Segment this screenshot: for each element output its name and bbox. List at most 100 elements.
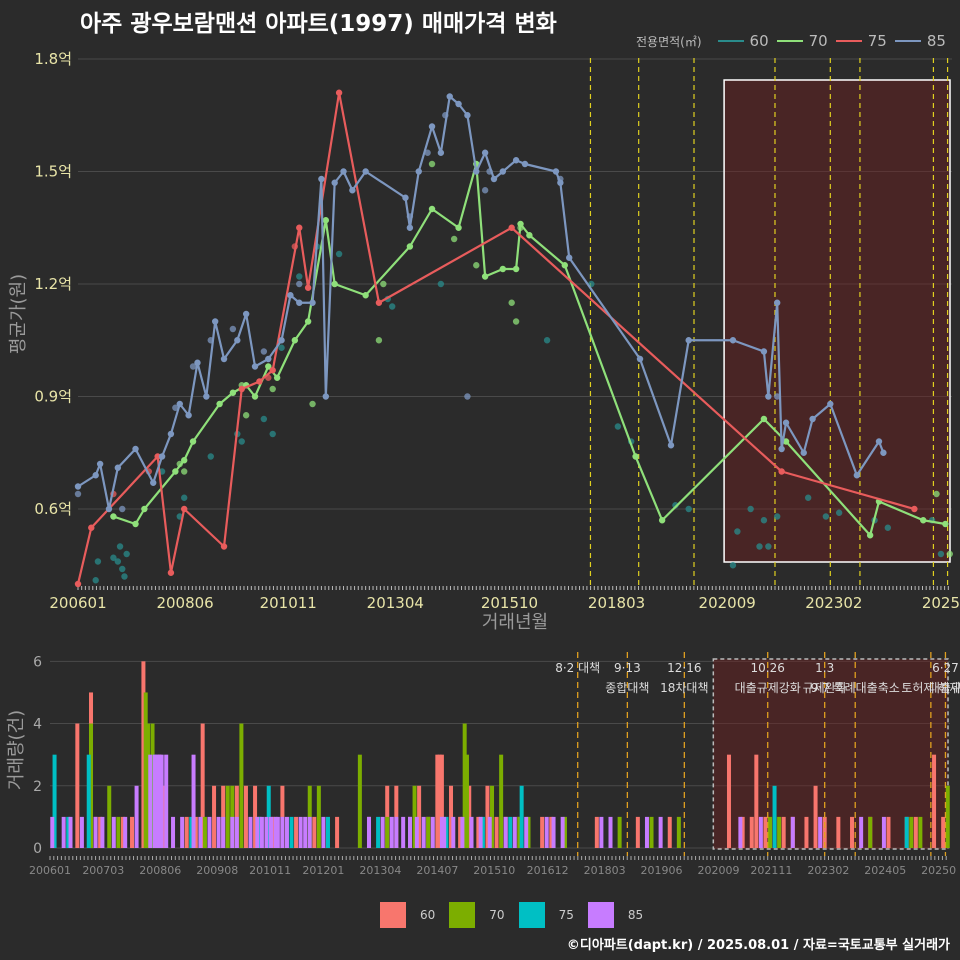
legend-swatch-70 [776, 40, 803, 42]
data-point-60 [238, 438, 245, 445]
line-point-85 [278, 337, 285, 344]
data-point-60 [937, 550, 945, 558]
line-point-85 [778, 445, 785, 453]
bar-85 [451, 816, 456, 848]
bar-y-tick-label: 0 [33, 841, 42, 857]
data-point-60 [123, 550, 130, 558]
x-tick-label: 200806 [156, 594, 213, 612]
y-tick-label: 1.5억 [34, 163, 72, 181]
bar-85 [93, 816, 98, 848]
line-point-70 [526, 232, 533, 239]
data-point-60 [388, 303, 396, 310]
line-point-85 [349, 187, 356, 194]
bar-85 [111, 816, 116, 848]
line-point-70 [512, 265, 520, 273]
bar-85 [394, 816, 399, 848]
bar-70 [357, 754, 362, 848]
line-point-85 [566, 254, 573, 261]
line-point-70 [110, 513, 117, 520]
bar-85 [408, 816, 412, 848]
bar-85 [207, 816, 212, 848]
legend-label-70: 70 [808, 32, 828, 50]
line-point-85 [760, 348, 768, 355]
bar-70 [462, 723, 467, 848]
bar-60 [243, 785, 248, 848]
bar-85 [421, 816, 426, 848]
bar-85 [380, 816, 385, 848]
bar-85 [430, 816, 435, 848]
bar-85 [366, 816, 371, 848]
bar-x-tick-label: 202405 [864, 864, 906, 877]
data-point-60 [774, 513, 781, 520]
bar-85 [469, 816, 474, 848]
bar-70 [143, 692, 148, 848]
bar-x-tick-label: 202009 [698, 864, 740, 877]
bar-60 [667, 816, 672, 848]
bar-60 [449, 785, 454, 848]
bar-x-tick-label: 202302 [807, 864, 849, 877]
line-point-70 [942, 520, 949, 528]
bar-70 [412, 785, 417, 848]
bar-75 [444, 816, 449, 848]
data-point-85 [424, 149, 431, 156]
bar-y-tick-label: 4 [33, 717, 42, 733]
legend-key-60: 60 [717, 32, 769, 50]
line-point-75 [256, 378, 263, 385]
line-point-85 [150, 479, 157, 486]
bar-60 [754, 754, 759, 848]
bar-legend-swatch-75 [518, 902, 545, 928]
bar-75 [266, 785, 271, 848]
data-point-60 [278, 344, 285, 351]
line-point-70 [866, 532, 874, 539]
bar-85 [264, 816, 269, 848]
x-axis-title: 거래년월 [482, 612, 548, 633]
line-point-85 [318, 175, 325, 183]
data-point-60 [804, 494, 812, 501]
bar-85 [155, 754, 160, 848]
data-point-70 [380, 280, 387, 288]
line-point-85 [499, 168, 507, 175]
x-tick-label: 201510 [481, 594, 538, 612]
bar-60 [726, 754, 731, 848]
bar-legend-key-60: 60 [380, 902, 435, 928]
data-point-60 [747, 505, 754, 513]
bar-70 [526, 816, 531, 848]
bar-85 [551, 816, 556, 848]
line-point-85 [809, 415, 816, 423]
bar-85 [512, 816, 517, 848]
y-axis-title: 평균가(원) [8, 274, 29, 354]
bar-legend-key-75: 75 [518, 902, 574, 928]
policy-label-sub: 대출규 [929, 681, 960, 695]
data-point-60 [260, 415, 268, 423]
bar-x-tick-label: 200908 [196, 864, 238, 877]
x-tick-label: 201011 [260, 594, 317, 612]
legend-label-85: 85 [926, 32, 946, 50]
bar-75 [904, 816, 909, 848]
line-point-85 [296, 299, 303, 306]
line-point-75 [181, 505, 188, 513]
data-point-60 [116, 543, 124, 550]
line-point-85 [464, 112, 471, 119]
line-point-85 [765, 393, 772, 400]
line-point-85 [446, 93, 453, 100]
bottom-legend: 60 70 75 85 [380, 902, 657, 928]
bar-85 [478, 816, 483, 848]
line-point-85 [322, 393, 330, 400]
bar-85 [738, 816, 743, 848]
line-point-85 [287, 292, 294, 299]
data-point-60 [685, 505, 692, 513]
bar-85 [275, 816, 280, 848]
line-point-85 [402, 194, 409, 201]
bar-60 [781, 816, 786, 848]
bar-legend-label-75: 75 [558, 908, 574, 922]
bar-60 [417, 785, 422, 848]
bar-85 [191, 754, 196, 848]
line-point-85 [437, 149, 445, 156]
bar-60 [941, 816, 946, 848]
bar-85 [608, 816, 613, 848]
bar-70 [517, 816, 522, 848]
bar-y-axis-title: 거래량(건) [6, 710, 27, 790]
bar-x-tick-label: 201304 [359, 864, 401, 877]
bar-75 [189, 816, 194, 848]
bar-60 [435, 754, 440, 848]
